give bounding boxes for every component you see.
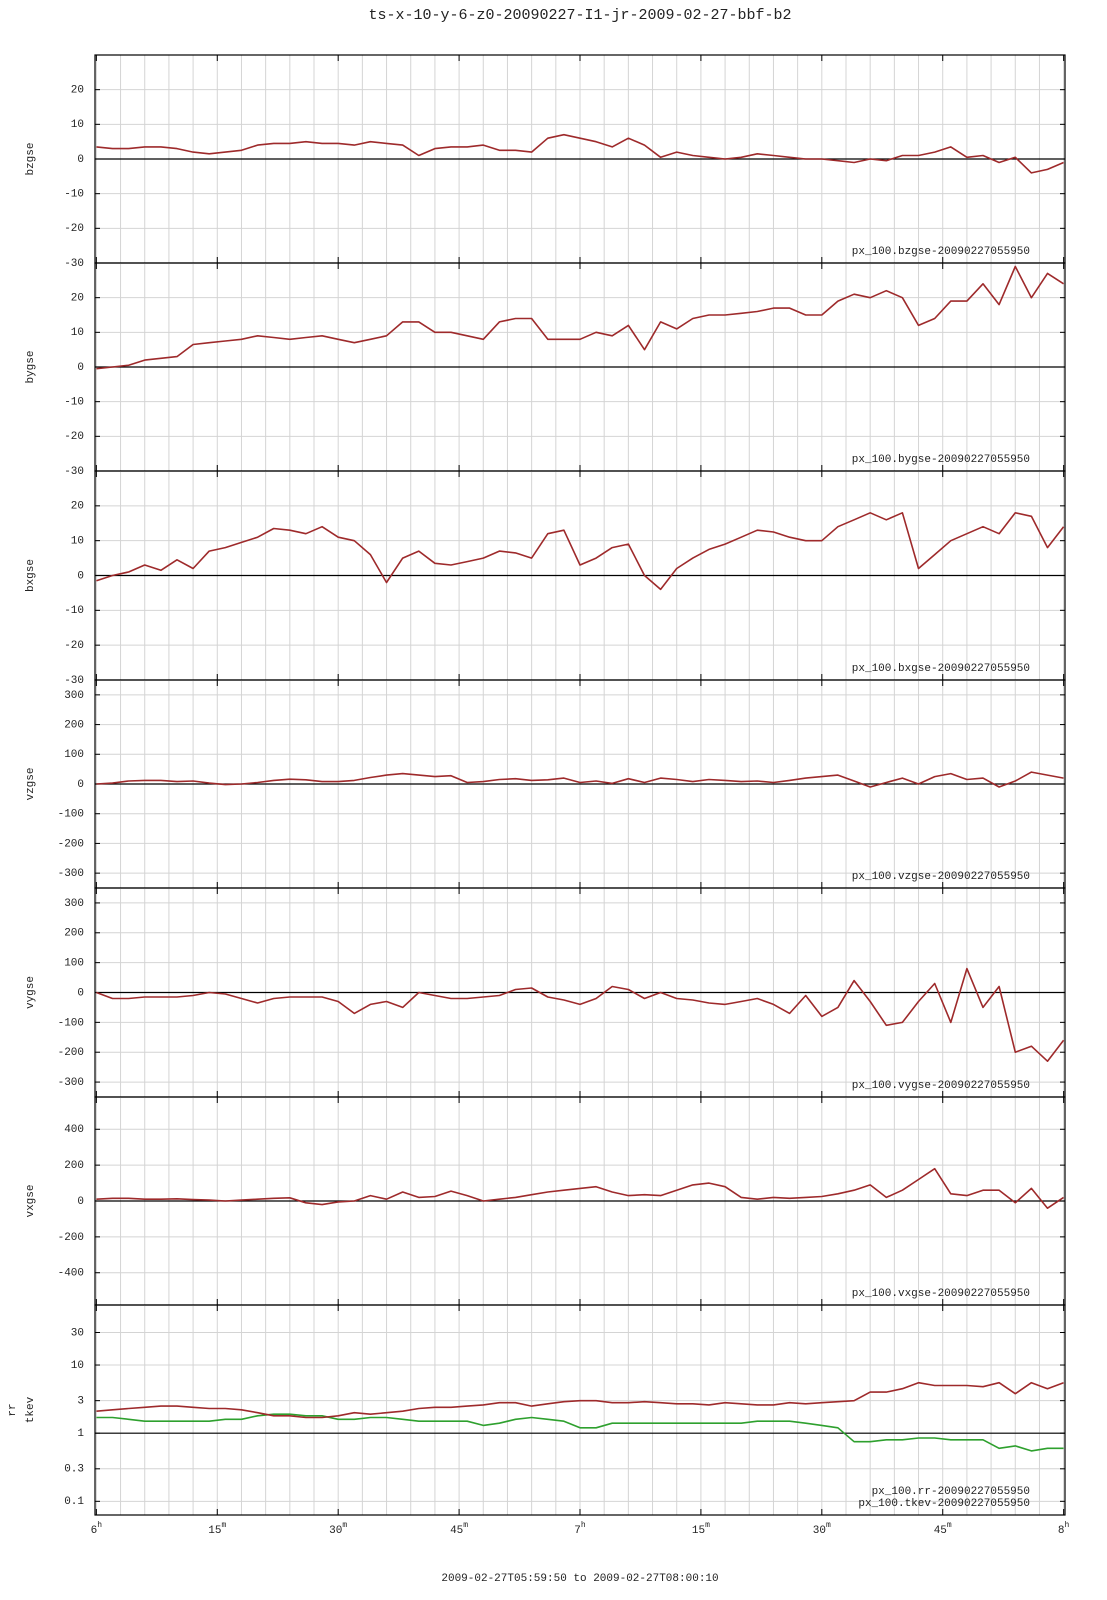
y-axis-label: bzgse (25, 142, 37, 175)
x-tick-unit: m (221, 1521, 226, 1530)
y-tick-label: 20 (71, 501, 84, 513)
y-tick-label: -200 (58, 1232, 84, 1244)
y-tick-label: 0.1 (64, 1496, 84, 1508)
y-tick-label: -30 (64, 258, 84, 270)
y-tick-label: -200 (58, 1047, 84, 1059)
chart-title: ts-x-10-y-6-z0-20090227-I1-jr-2009-02-27… (368, 7, 791, 24)
x-tick-number: 45 (934, 1525, 947, 1537)
y-tick-label: -300 (58, 868, 84, 880)
y-tick-label: 0 (77, 362, 84, 374)
y-tick-label: -30 (64, 675, 84, 687)
y-tick-label: 400 (64, 1124, 84, 1136)
x-tick-unit: m (463, 1521, 468, 1530)
x-tick-number: 15 (208, 1525, 221, 1537)
x-tick-label: 6h (91, 1521, 103, 1537)
x-tick-number: 30 (329, 1525, 342, 1537)
y-tick-label: 0 (77, 570, 84, 582)
x-tick-label: 15m (208, 1521, 226, 1537)
y-tick-label: -100 (58, 809, 84, 821)
y-axis-label: rr (7, 1403, 19, 1416)
y-tick-label: 10 (71, 327, 84, 339)
series-line (96, 1167, 1065, 1209)
x-tick-label: 30m (813, 1521, 831, 1537)
legend-label: px_100.bzgse-20090227055950 (852, 246, 1030, 258)
y-tick-label: 300 (64, 898, 84, 910)
y-tick-label: 0 (77, 987, 84, 999)
x-tick-label: 30m (329, 1521, 347, 1537)
y-tick-label: 100 (64, 749, 84, 761)
series-line (96, 1381, 1064, 1419)
y-tick-label: 200 (64, 719, 84, 731)
y-tick-label: 100 (64, 958, 84, 970)
y-tick-label: 10 (71, 1360, 84, 1372)
y-tick-label: 300 (64, 690, 84, 702)
y-tick-label: -400 (58, 1268, 84, 1280)
x-tick-label: 15m (692, 1521, 710, 1537)
y-tick-label: 200 (64, 1160, 84, 1172)
y-axis-label: vygse (25, 976, 37, 1009)
x-tick-label: 45m (450, 1521, 468, 1537)
y-tick-label: 0 (77, 779, 84, 791)
panel-frame (94, 1304, 1066, 1516)
y-tick-label: -200 (58, 838, 84, 850)
legend-label: px_100.tkev-20090227055950 (858, 1498, 1030, 1510)
x-tick-unit: m (826, 1521, 831, 1530)
legend-label: px_100.bxgse-20090227055950 (852, 663, 1030, 675)
series-line (96, 133, 1064, 174)
series-line (96, 265, 1065, 370)
x-tick-label: 45m (934, 1521, 952, 1537)
y-tick-label: 1 (77, 1428, 84, 1440)
legend-label: px_100.rr-20090227055950 (872, 1486, 1030, 1498)
legend-label: px_100.vzgse-20090227055950 (852, 871, 1030, 883)
x-axis-label: 2009-02-27T05:59:50 to 2009-02-27T08:00:… (441, 1573, 718, 1585)
x-tick-number: 7 (574, 1525, 581, 1537)
x-tick-number: 15 (692, 1525, 705, 1537)
series-line (96, 511, 1065, 591)
y-tick-label: 10 (71, 119, 84, 131)
legend-label: px_100.bygse-20090227055950 (852, 454, 1030, 466)
x-tick-unit: m (947, 1521, 952, 1530)
x-tick-unit: h (581, 1521, 586, 1530)
x-tick-unit: m (705, 1521, 710, 1530)
legend-label: px_100.vygse-20090227055950 (852, 1080, 1030, 1092)
y-tick-label: -10 (64, 397, 84, 409)
x-tick-label: 7h (574, 1521, 586, 1537)
y-tick-label: -300 (58, 1077, 84, 1089)
y-tick-label: -20 (64, 223, 84, 235)
x-tick-number: 45 (450, 1525, 463, 1537)
y-tick-label: -100 (58, 1017, 84, 1029)
y-tick-label: 3 (77, 1396, 84, 1408)
y-tick-label: 20 (71, 85, 84, 97)
series-line (96, 1413, 1064, 1452)
x-tick-label: 8h (1058, 1521, 1070, 1537)
y-tick-label: -30 (64, 466, 84, 478)
y-tick-label: -10 (64, 189, 84, 201)
x-tick-number: 8 (1058, 1525, 1065, 1537)
x-tick-unit: m (342, 1521, 347, 1530)
y-tick-label: -10 (64, 605, 84, 617)
y-axis-label: tkev (25, 1396, 37, 1423)
x-tick-unit: h (1065, 1521, 1070, 1530)
x-tick-unit: h (97, 1521, 102, 1530)
y-tick-label: 0.3 (64, 1464, 84, 1476)
x-tick-number: 30 (813, 1525, 826, 1537)
y-axis-label: bygse (25, 350, 37, 383)
series-line (96, 771, 1064, 788)
y-axis-label: vxgse (25, 1184, 37, 1217)
y-axis-label: bxgse (25, 559, 37, 592)
y-tick-label: 20 (71, 293, 84, 305)
x-tick-number: 6 (91, 1525, 98, 1537)
series-line (96, 967, 1065, 1062)
y-tick-label: 30 (71, 1327, 84, 1339)
y-tick-label: 0 (77, 154, 84, 166)
y-tick-label: -20 (64, 640, 84, 652)
y-tick-label: 10 (71, 536, 84, 548)
legend-label: px_100.vxgse-20090227055950 (852, 1288, 1030, 1300)
y-tick-label: 200 (64, 928, 84, 940)
y-tick-label: -20 (64, 431, 84, 443)
y-axis-label: vzgse (25, 767, 37, 800)
y-tick-label: 0 (77, 1196, 84, 1208)
